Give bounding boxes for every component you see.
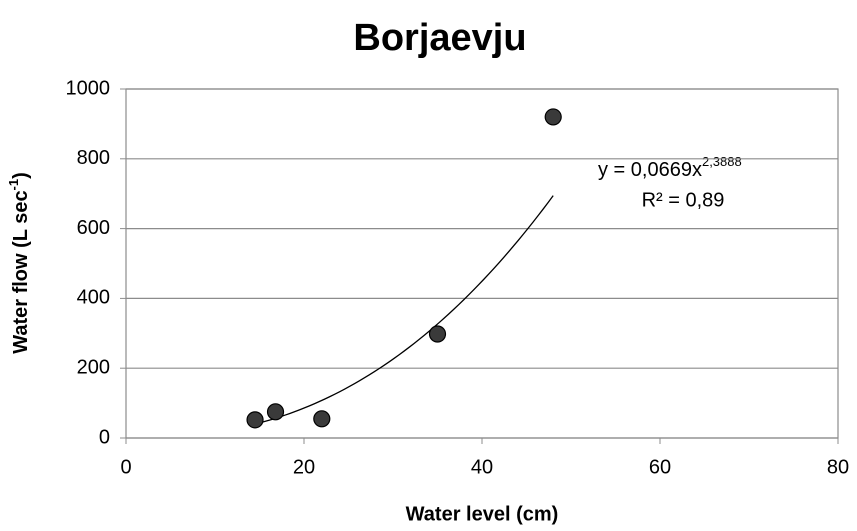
trend-equation: y = 0,0669x2,3888	[598, 154, 742, 181]
x-tick-label: 80	[827, 456, 849, 478]
y-label-end: )	[10, 172, 32, 179]
y-tick-label: 800	[77, 147, 110, 169]
x-axis-label: Water level (cm)	[406, 503, 559, 525]
x-tick-label: 40	[471, 456, 493, 478]
equation-main: y = 0,0669x	[598, 159, 702, 181]
x-tick-label: 0	[120, 456, 131, 478]
trendline	[254, 195, 554, 425]
y-tick-label: 400	[77, 287, 110, 309]
y-tick-label: 600	[77, 217, 110, 239]
point	[246, 411, 264, 429]
plot-border	[125, 88, 839, 439]
point	[428, 325, 447, 343]
chart-title: Borjaevju	[353, 17, 526, 59]
point	[313, 410, 331, 428]
point	[544, 108, 562, 126]
y-tick-label: 200	[77, 356, 110, 378]
x-tick-label: 20	[293, 456, 315, 478]
equation-sup: 2,3888	[702, 154, 742, 169]
y-tick-label: 0	[99, 426, 110, 448]
y-axis-label: Water flow (L sec-1)	[6, 172, 32, 354]
y-tick-label: 1000	[66, 77, 111, 99]
x-tick-label: 60	[649, 456, 671, 478]
r-squared: R² = 0,89	[642, 189, 725, 211]
y-label-sup: -1	[6, 179, 21, 191]
point	[266, 403, 285, 421]
y-label-main: Water flow (L sec	[10, 190, 32, 353]
